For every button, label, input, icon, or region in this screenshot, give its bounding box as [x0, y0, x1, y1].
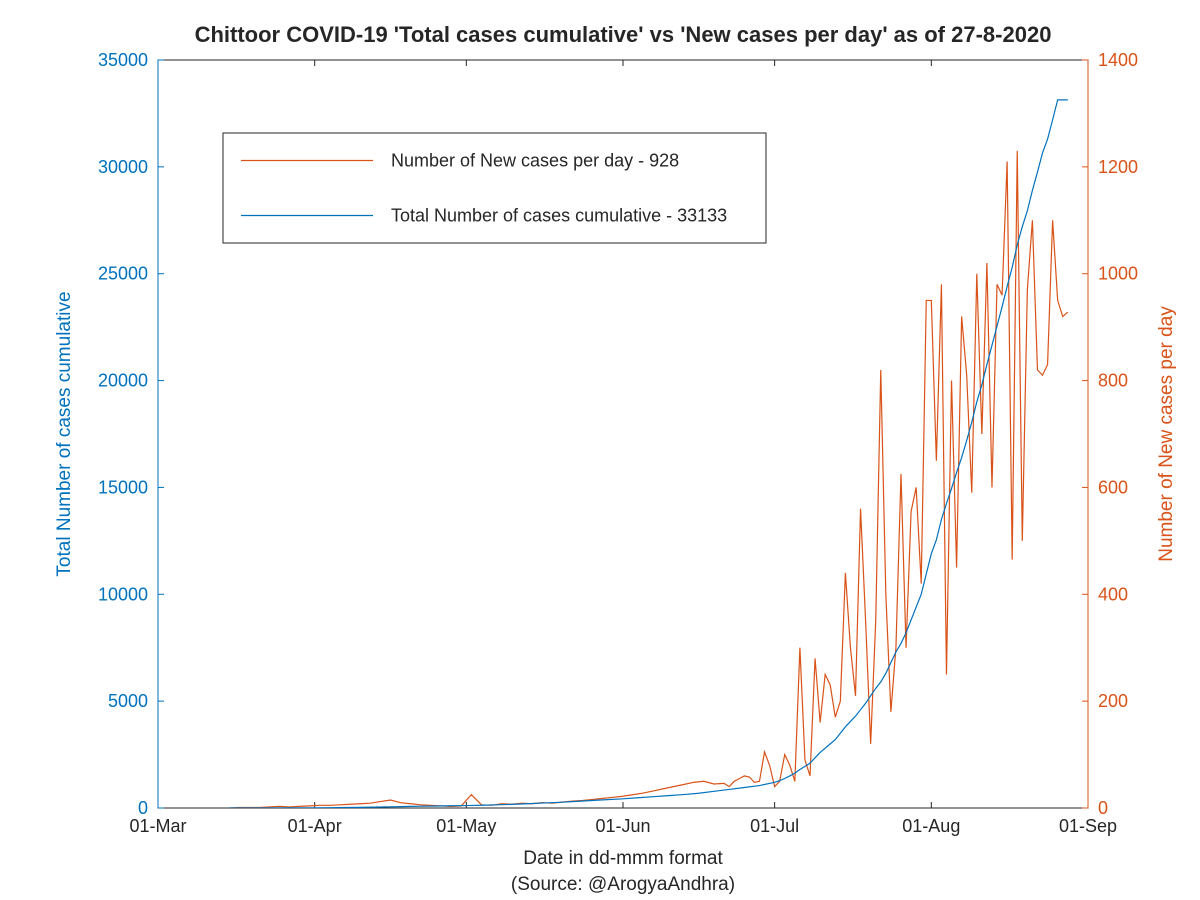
right-ytick-label: 0: [1098, 798, 1108, 818]
left-ytick-label: 25000: [98, 264, 148, 284]
legend-item-label: Total Number of cases cumulative - 33133: [391, 206, 727, 226]
left-ytick-label: 35000: [98, 50, 148, 70]
right-ytick-label: 600: [1098, 477, 1128, 497]
left-ytick-label: 0: [138, 798, 148, 818]
xtick-label: 01-Mar: [129, 816, 186, 836]
xtick-label: 01-Aug: [902, 816, 960, 836]
right-ytick-label: 800: [1098, 371, 1128, 391]
right-axis-label: Number of New cases per day: [1156, 306, 1177, 562]
left-ytick-label: 30000: [98, 157, 148, 177]
legend-item-label: Number of New cases per day - 928: [391, 151, 679, 171]
xtick-label: 01-Sep: [1059, 816, 1117, 836]
right-ytick-label: 400: [1098, 584, 1128, 604]
legend: Number of New cases per day - 928 Total N…: [223, 133, 766, 243]
xtick-label: 01-Jun: [595, 816, 650, 836]
chart-container: Chittoor COVID-19 'Total cases cumulativ…: [0, 0, 1200, 900]
left-ytick-label: 15000: [98, 477, 148, 497]
x-axis-source: (Source: @ArogyaAndhra): [511, 874, 735, 895]
xtick-label: 01-Jul: [750, 816, 799, 836]
left-ytick-label: 10000: [98, 584, 148, 604]
left-ytick-label: 5000: [108, 691, 148, 711]
right-ytick-label: 1000: [1098, 264, 1138, 284]
left-axis-label: Total Number of cases cumulative: [54, 291, 75, 576]
xtick-label: 01-Apr: [288, 816, 342, 836]
right-ytick-label: 1200: [1098, 157, 1138, 177]
right-ytick-label: 1400: [1098, 50, 1138, 70]
right-ytick-label: 200: [1098, 691, 1128, 711]
chart-svg: Chittoor COVID-19 'Total cases cumulativ…: [0, 0, 1200, 900]
x-axis-label: Date in dd-mmm format: [523, 848, 723, 869]
xtick-label: 01-May: [436, 816, 496, 836]
chart-title: Chittoor COVID-19 'Total cases cumulativ…: [195, 22, 1052, 47]
left-ytick-label: 20000: [98, 371, 148, 391]
